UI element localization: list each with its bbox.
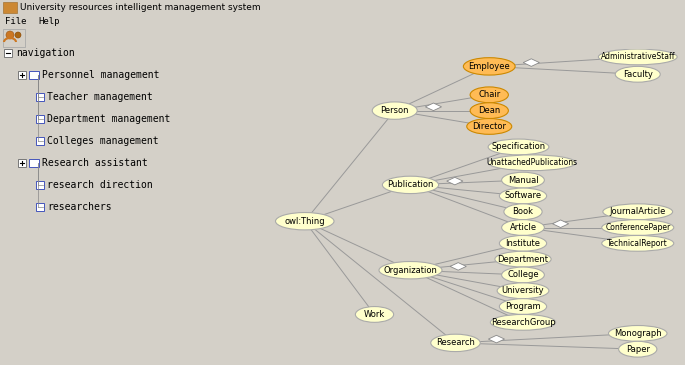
Text: Dean: Dean xyxy=(478,106,500,115)
Ellipse shape xyxy=(488,155,576,171)
Text: Book: Book xyxy=(512,207,534,216)
Text: Help: Help xyxy=(38,16,60,26)
Text: Specification: Specification xyxy=(491,142,545,151)
Bar xyxy=(3,2,17,13)
Text: Institute: Institute xyxy=(506,239,540,248)
Ellipse shape xyxy=(619,341,657,357)
Text: researchers: researchers xyxy=(47,202,112,212)
Text: Research assistant: Research assistant xyxy=(42,158,148,168)
Ellipse shape xyxy=(501,267,545,283)
Text: Work: Work xyxy=(364,310,385,319)
Ellipse shape xyxy=(372,102,417,119)
Ellipse shape xyxy=(615,66,660,82)
Bar xyxy=(18,71,26,79)
Text: Manual: Manual xyxy=(508,176,538,185)
Ellipse shape xyxy=(504,204,542,220)
Text: owl:Thing: owl:Thing xyxy=(284,217,325,226)
Ellipse shape xyxy=(470,87,508,103)
Text: Article: Article xyxy=(510,223,536,232)
Bar xyxy=(18,159,26,167)
Polygon shape xyxy=(553,220,569,227)
Ellipse shape xyxy=(601,220,674,235)
Ellipse shape xyxy=(603,204,673,220)
Ellipse shape xyxy=(497,283,549,299)
Text: Paper: Paper xyxy=(626,345,650,354)
Text: TechnicalReport: TechnicalReport xyxy=(608,239,668,248)
Text: Publication: Publication xyxy=(387,180,434,189)
Text: Department: Department xyxy=(497,255,549,264)
Text: University: University xyxy=(501,286,545,295)
Text: Software: Software xyxy=(504,191,542,200)
Bar xyxy=(36,181,44,189)
Ellipse shape xyxy=(501,172,545,188)
Text: Research: Research xyxy=(436,338,475,347)
Text: College: College xyxy=(507,270,539,280)
Ellipse shape xyxy=(356,307,394,322)
Bar xyxy=(29,159,39,167)
Text: University resources intelligent management system: University resources intelligent managem… xyxy=(20,3,260,12)
Ellipse shape xyxy=(379,261,442,279)
Text: Department management: Department management xyxy=(47,114,171,124)
Ellipse shape xyxy=(501,220,545,235)
Text: ResearchGroup: ResearchGroup xyxy=(490,318,556,327)
Ellipse shape xyxy=(490,314,556,330)
Text: Organization: Organization xyxy=(384,266,438,275)
Ellipse shape xyxy=(599,49,677,65)
Bar xyxy=(3,29,25,47)
Ellipse shape xyxy=(499,188,547,204)
Ellipse shape xyxy=(499,299,547,314)
Text: Director: Director xyxy=(472,122,506,131)
Text: Monograph: Monograph xyxy=(614,329,662,338)
Polygon shape xyxy=(450,262,466,270)
Text: UnattachedPublications: UnattachedPublications xyxy=(486,158,577,167)
Bar xyxy=(29,71,39,79)
Bar xyxy=(36,203,44,211)
Polygon shape xyxy=(523,59,539,66)
Text: Personnel management: Personnel management xyxy=(42,70,160,80)
Text: navigation: navigation xyxy=(16,48,75,58)
Text: Teacher management: Teacher management xyxy=(47,92,153,102)
Ellipse shape xyxy=(470,103,508,119)
Text: Employee: Employee xyxy=(469,62,510,71)
Polygon shape xyxy=(447,177,463,185)
Text: Person: Person xyxy=(380,106,409,115)
Text: File: File xyxy=(5,16,27,26)
Circle shape xyxy=(6,31,14,39)
Ellipse shape xyxy=(466,119,512,134)
Ellipse shape xyxy=(488,139,549,155)
Text: JournalArticle: JournalArticle xyxy=(610,207,666,216)
Ellipse shape xyxy=(463,58,515,75)
Polygon shape xyxy=(425,103,442,111)
Ellipse shape xyxy=(382,176,438,193)
Text: AdministrativeStaff: AdministrativeStaff xyxy=(601,53,675,61)
Polygon shape xyxy=(488,335,505,343)
Text: Program: Program xyxy=(505,302,541,311)
Bar xyxy=(36,137,44,145)
Ellipse shape xyxy=(608,326,667,341)
Ellipse shape xyxy=(431,334,480,351)
Bar xyxy=(36,93,44,101)
Text: Faculty: Faculty xyxy=(623,70,653,79)
Ellipse shape xyxy=(495,251,551,267)
Text: research direction: research direction xyxy=(47,180,153,190)
Bar xyxy=(4,49,12,57)
Text: ConferencePaper: ConferencePaper xyxy=(605,223,671,232)
Ellipse shape xyxy=(275,212,334,230)
Ellipse shape xyxy=(601,235,674,251)
Text: Colleges management: Colleges management xyxy=(47,136,159,146)
Text: Chair: Chair xyxy=(478,90,500,99)
Bar xyxy=(36,115,44,123)
Ellipse shape xyxy=(499,235,547,251)
Circle shape xyxy=(15,32,21,38)
